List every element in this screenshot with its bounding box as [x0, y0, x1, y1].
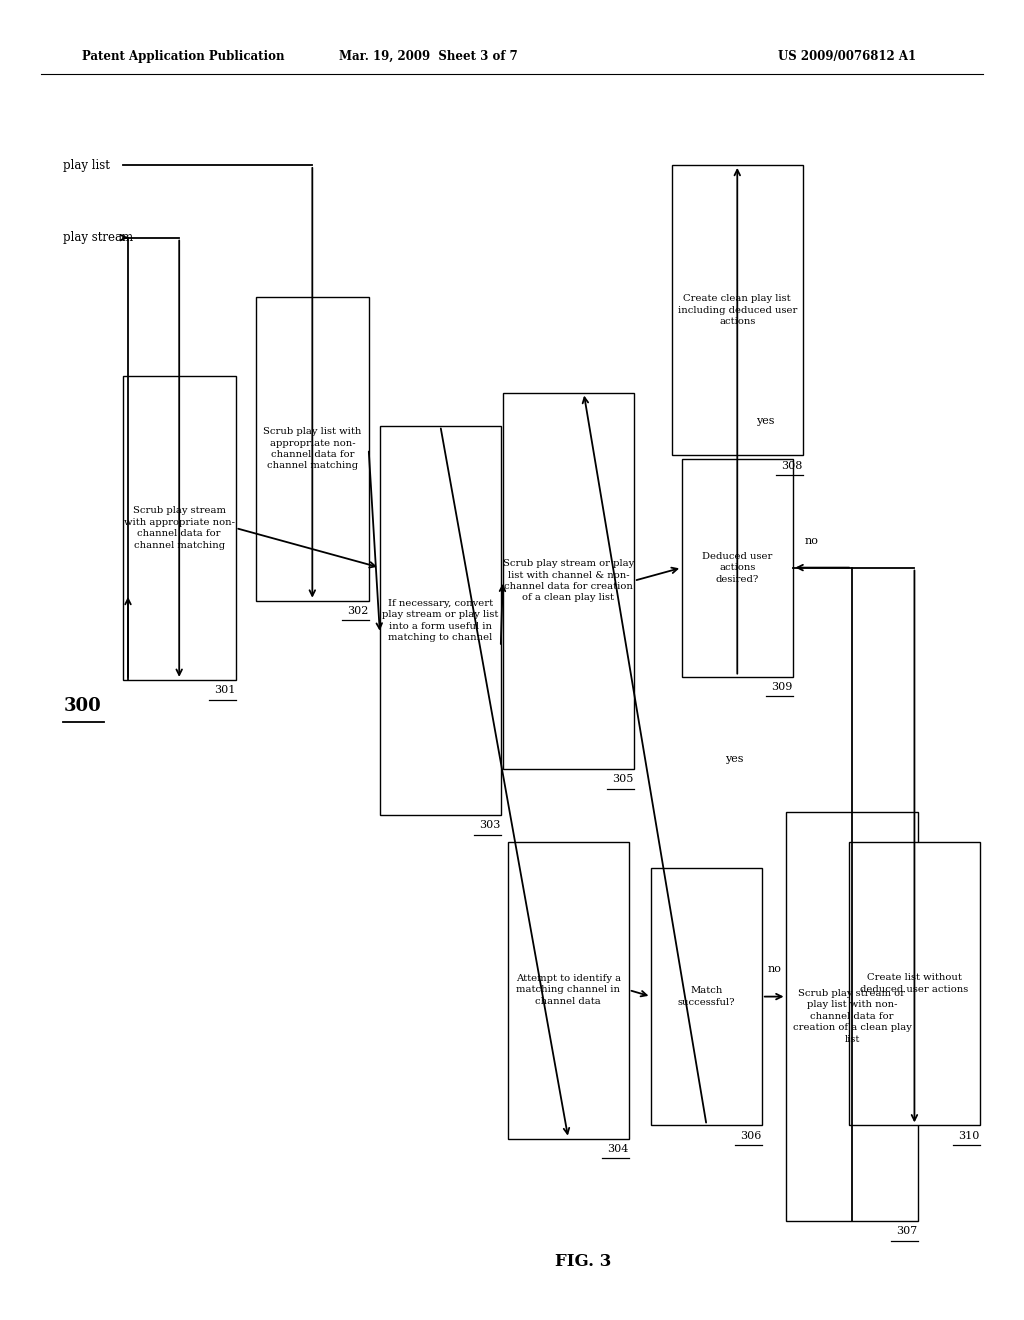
- Text: Deduced user
actions
desired?: Deduced user actions desired?: [702, 552, 772, 583]
- Text: Patent Application Publication: Patent Application Publication: [82, 50, 285, 63]
- Text: 300: 300: [63, 697, 101, 715]
- Text: Scrub play stream
with appropriate non-
channel data for
channel matching: Scrub play stream with appropriate non- …: [124, 507, 234, 549]
- Text: Scrub play stream or play
list with channel & non-
channel data for creation
of : Scrub play stream or play list with chan…: [503, 560, 634, 602]
- Text: 305: 305: [612, 774, 634, 784]
- Bar: [786, 812, 918, 1221]
- Text: yes: yes: [725, 754, 743, 764]
- Text: 304: 304: [607, 1143, 629, 1154]
- Text: If necessary, convert
play stream or play list
into a form useful in
matching to: If necessary, convert play stream or pla…: [382, 599, 499, 642]
- Bar: [682, 459, 793, 677]
- Text: play stream: play stream: [63, 231, 133, 244]
- Bar: [503, 392, 634, 768]
- Bar: [672, 165, 803, 455]
- Text: Create list without
deduced user actions: Create list without deduced user actions: [860, 973, 969, 994]
- Text: Mar. 19, 2009  Sheet 3 of 7: Mar. 19, 2009 Sheet 3 of 7: [339, 50, 517, 63]
- Text: 310: 310: [958, 1130, 980, 1140]
- Text: 301: 301: [214, 685, 236, 696]
- Text: 302: 302: [347, 606, 369, 616]
- Text: FIG. 3: FIG. 3: [555, 1253, 612, 1270]
- Text: yes: yes: [756, 416, 774, 426]
- Bar: [849, 842, 980, 1125]
- Text: 303: 303: [479, 820, 501, 830]
- Bar: [651, 869, 762, 1125]
- Text: Scrub play stream or
play list with non-
channel data for
creation of a clean pl: Scrub play stream or play list with non-…: [793, 989, 911, 1044]
- Text: 307: 307: [896, 1226, 918, 1237]
- Text: Scrub play list with
appropriate non-
channel data for
channel matching: Scrub play list with appropriate non- ch…: [263, 428, 361, 470]
- Text: 308: 308: [781, 461, 803, 471]
- Text: no: no: [767, 964, 781, 974]
- Bar: [380, 425, 501, 814]
- Text: no: no: [805, 536, 819, 546]
- Text: Attempt to identify a
matching channel in
channel data: Attempt to identify a matching channel i…: [516, 974, 621, 1006]
- Bar: [123, 376, 236, 680]
- Text: 306: 306: [740, 1130, 762, 1140]
- Text: Match
successful?: Match successful?: [678, 986, 735, 1007]
- Text: US 2009/0076812 A1: US 2009/0076812 A1: [778, 50, 916, 63]
- Text: Create clean play list
including deduced user
actions: Create clean play list including deduced…: [678, 294, 797, 326]
- Bar: [256, 297, 369, 601]
- Text: 309: 309: [771, 682, 793, 692]
- Bar: [508, 842, 629, 1138]
- Text: play list: play list: [63, 158, 111, 172]
